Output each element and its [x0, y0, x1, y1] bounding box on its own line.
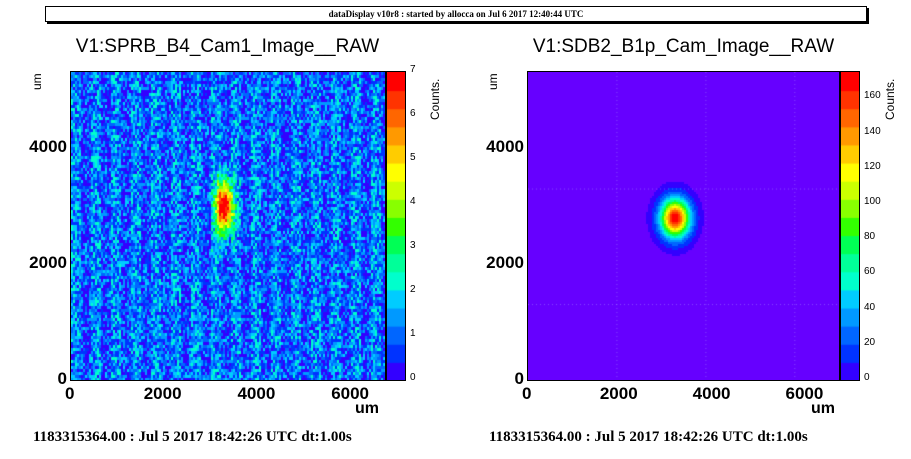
- header-text: dataDisplay v10r8 : started by allocca o…: [328, 9, 584, 19]
- color-palette: [840, 71, 860, 381]
- x-tick-label: 0: [522, 384, 532, 403]
- timestamp-footer: 1183315364.00 : Jul 5 2017 18:42:26 UTC …: [489, 429, 808, 445]
- heatmap-canvas[interactable]: [71, 72, 385, 380]
- palette-canvas: [387, 72, 405, 380]
- x-tick-label: 6000: [785, 384, 824, 403]
- y-unit-label: um: [30, 73, 44, 90]
- palette-canvas: [841, 72, 859, 380]
- panel-title: V1:SDB2_B1p_Cam_Image__RAW: [532, 36, 835, 57]
- y-tick-label: 2000: [486, 252, 524, 272]
- heatmap-canvas[interactable]: [528, 72, 839, 380]
- z-tick-label: 7: [410, 64, 416, 75]
- right-histogram-panel[interactable]: V1:SDB2_B1p_Cam_Image__RAW um Counts. 0 2…: [456, 30, 911, 459]
- color-palette: [386, 71, 406, 381]
- z-tick-label: 160: [864, 90, 881, 102]
- z-tick-label: 6: [410, 108, 416, 119]
- x-tick-label: 4000: [237, 384, 276, 403]
- left-histogram-panel[interactable]: V1:SPRB_B4_Cam1_Image__RAW um Counts. 0 1…: [0, 30, 455, 459]
- z-tick-label: 120: [864, 160, 881, 172]
- z-tick-label: 0: [410, 372, 416, 383]
- y-unit-label: um: [486, 73, 500, 90]
- x-tick-label: 4000: [692, 384, 731, 403]
- z-tick-label: 60: [864, 266, 876, 278]
- z-tick-label: 0: [864, 372, 870, 383]
- z-tick-label: 140: [864, 125, 881, 137]
- z-tick-label: 20: [864, 336, 876, 348]
- z-axis-label: Counts.: [428, 78, 442, 120]
- x-tick-label: 2000: [599, 384, 638, 403]
- x-tick-label: 2000: [143, 384, 182, 403]
- y-tick-label: 4000: [486, 136, 524, 156]
- timestamp-footer: 1183315364.00 : Jul 5 2017 18:42:26 UTC …: [33, 429, 352, 445]
- y-tick-label: 4000: [29, 136, 67, 156]
- z-tick-label: 100: [864, 196, 881, 207]
- z-axis-label: Counts.: [883, 78, 897, 120]
- y-tick-label: 2000: [29, 252, 67, 272]
- z-tick-label: 1: [410, 328, 416, 339]
- x-tick-label: 0: [65, 384, 75, 403]
- z-tick-label: 5: [410, 152, 416, 163]
- z-tick-label: 2: [410, 284, 416, 295]
- z-tick-label: 4: [410, 196, 416, 207]
- y-tick-label: 0: [514, 369, 524, 388]
- heatmap-plot-area[interactable]: [70, 71, 386, 381]
- z-tick-label: 80: [864, 231, 876, 243]
- x-unit-label: um: [811, 400, 835, 417]
- x-unit-label: um: [355, 400, 379, 417]
- y-tick-label: 0: [57, 369, 67, 388]
- z-tick-label: 3: [410, 240, 416, 251]
- x-tick-label: 6000: [331, 384, 370, 403]
- header-bar: dataDisplay v10r8 : started by allocca o…: [45, 6, 867, 22]
- heatmap-plot-area[interactable]: [527, 71, 840, 381]
- panel-title: V1:SPRB_B4_Cam1_Image__RAW: [75, 36, 380, 57]
- z-tick-label: 40: [864, 301, 876, 313]
